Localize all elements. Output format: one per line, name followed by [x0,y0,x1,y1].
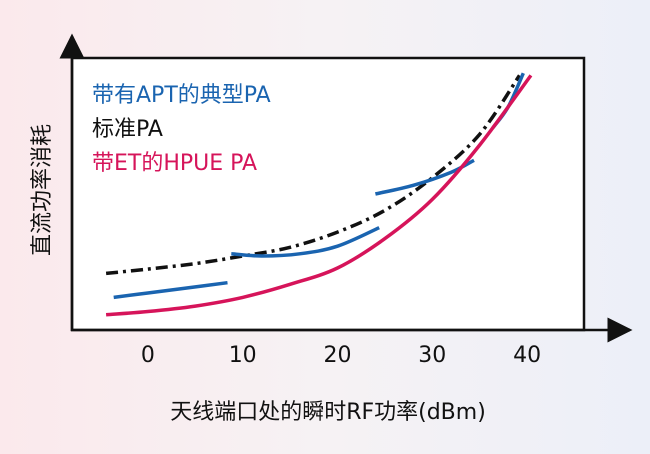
legend: 带有APT的典型PA 标准PA 带ET的HPUE PA [92,83,271,176]
plot-frame [70,56,586,332]
x-tick-label: 20 [324,343,352,368]
legend-label-standard-pa: 标准PA [92,117,163,142]
x-tick-label: 30 [418,343,446,368]
series-line-standard-pa-1 [105,74,521,276]
series-line-apt-pa-2 [231,226,380,258]
x-axis-title: 天线端口处的瞬时RF功率(dBm) [170,400,486,425]
legend-label-apt-pa: 带有APT的典型PA [92,83,271,108]
y-axis-title: 直流功率消耗 [30,124,55,256]
series-line-et-hpue-pa-1 [105,74,533,317]
x-tick-label: 10 [229,343,257,368]
legend-label-et-hpue-pa: 带ET的HPUE PA [92,151,257,176]
x-tick-label: 0 [141,343,155,368]
x-tick-label: 40 [513,343,541,368]
x-tick-labels: 0 10 20 30 40 [141,343,541,368]
series-line-apt-pa-1 [113,280,228,300]
series-layer [105,72,533,317]
